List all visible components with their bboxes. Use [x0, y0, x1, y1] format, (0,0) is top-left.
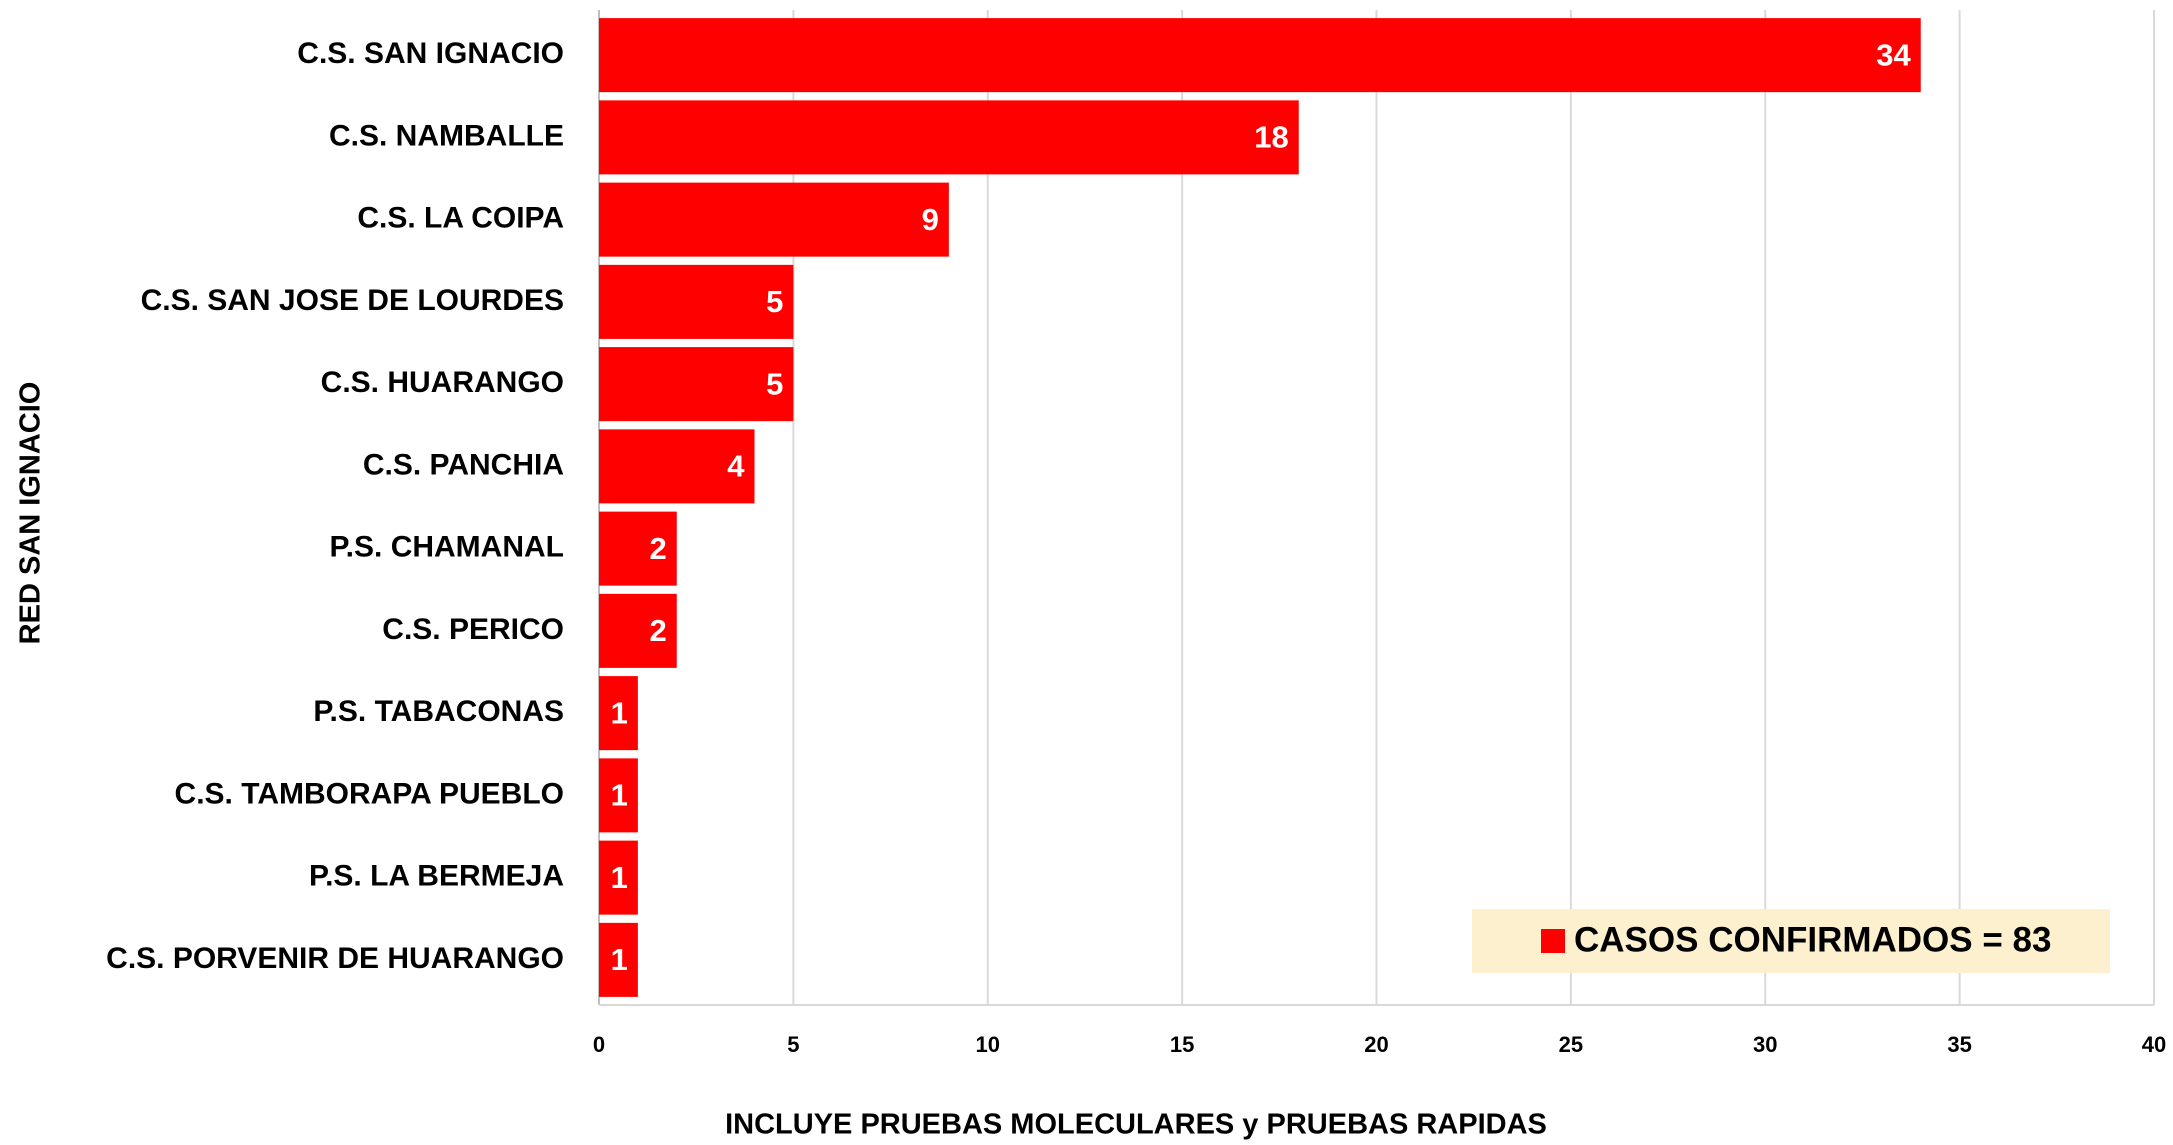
bar	[599, 676, 638, 751]
bar	[599, 182, 949, 257]
data-label: 2	[650, 613, 667, 648]
data-label: 34	[1876, 37, 1911, 72]
x-axis-label: INCLUYE PRUEBAS MOLECULARES y PRUEBAS RA…	[725, 1109, 1547, 1141]
data-label: 1	[611, 778, 628, 813]
bar	[599, 758, 638, 833]
x-tick-label: 25	[1559, 1032, 1583, 1057]
y-tick-label: C.S. PERICO	[382, 613, 564, 646]
legend-box	[1472, 909, 2110, 973]
y-tick-label: C.S. NAMBALLE	[329, 119, 564, 152]
x-tick-label: 0	[593, 1032, 605, 1057]
y-axis-label: RED SAN IGNACIO	[15, 382, 47, 645]
y-tick-label: C.S. PANCHIA	[363, 448, 564, 481]
x-tick-label: 40	[2142, 1032, 2166, 1057]
x-tick-label: 5	[787, 1032, 799, 1057]
x-tick-label: 10	[976, 1032, 1000, 1057]
data-label: 1	[611, 860, 628, 895]
x-tick-label: 35	[1947, 1032, 1971, 1057]
y-tick-label: C.S. SAN JOSE DE LOURDES	[141, 284, 564, 317]
data-label: 4	[727, 449, 745, 484]
bar	[599, 593, 677, 668]
bar	[599, 511, 677, 586]
bar	[599, 100, 1299, 175]
y-tick-label: C.S. PORVENIR DE HUARANGO	[106, 942, 564, 975]
bar	[599, 18, 1921, 93]
x-tick-label: 30	[1753, 1032, 1777, 1057]
data-label: 5	[766, 284, 783, 319]
y-tick-label: C.S. HUARANGO	[321, 366, 564, 399]
data-label: 5	[766, 366, 783, 401]
data-label: 9	[922, 202, 939, 237]
y-tick-label: C.S. LA COIPA	[357, 202, 564, 235]
bar	[599, 429, 755, 504]
data-label: 1	[611, 695, 628, 730]
y-tick-label: C.S. TAMBORAPA PUEBLO	[175, 777, 564, 810]
data-label: 1	[611, 942, 628, 977]
y-tick-label: P.S. CHAMANAL	[330, 531, 564, 564]
data-label: 2	[650, 531, 667, 566]
data-label: 18	[1254, 120, 1288, 155]
x-tick-label: 20	[1364, 1032, 1388, 1057]
bar	[599, 922, 638, 997]
bar	[599, 347, 794, 422]
legend-label: CASOS CONFIRMADOS = 83	[1574, 920, 2051, 959]
legend-swatch	[1541, 929, 1565, 953]
x-tick-label: 15	[1170, 1032, 1194, 1057]
bar	[599, 840, 638, 915]
y-tick-label: P.S. LA BERMEJA	[309, 860, 564, 893]
y-tick-label: P.S. TABACONAS	[313, 695, 564, 728]
bar	[599, 264, 794, 339]
y-tick-label: C.S. SAN IGNACIO	[297, 37, 564, 70]
